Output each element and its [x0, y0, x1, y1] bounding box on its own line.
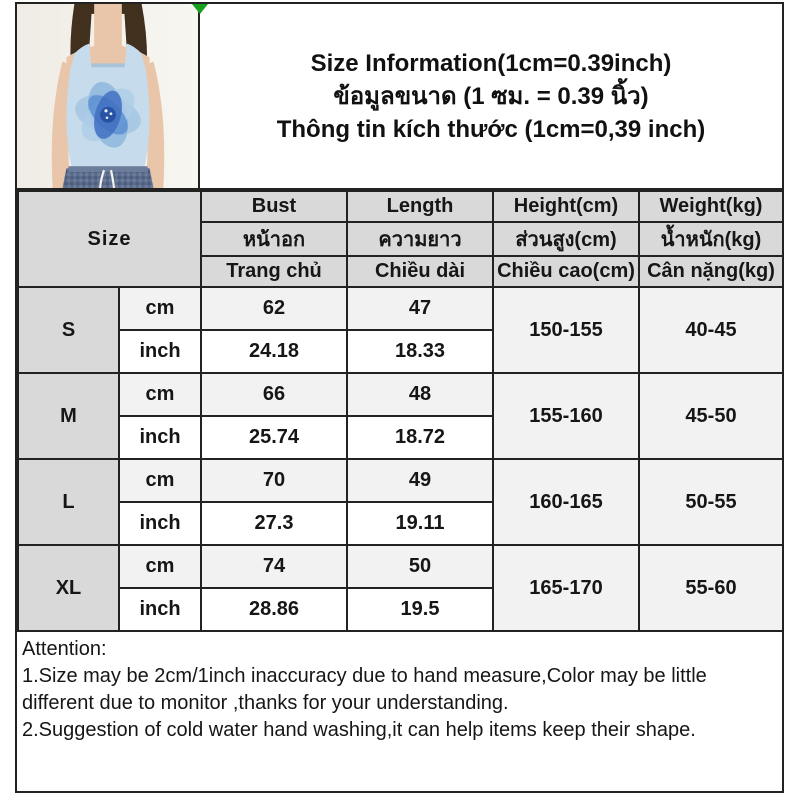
cell-xl-bust-cm: 74 — [200, 544, 348, 589]
header-section: Size Information(1cm=0.39inch) ข้อมูลขนา… — [17, 4, 782, 190]
unit-label: cm — [118, 544, 202, 589]
table-row-xl-cm: XL cm 74 50 165-170 55-60 — [17, 544, 784, 632]
cell-l-bust-inch: 27.3 — [200, 501, 348, 546]
attention-line-2: 2.Suggestion of cold water hand washing,… — [22, 719, 696, 741]
table-row-xl-inch: inch 28.86 19.5 — [18, 587, 783, 632]
attention-heading: Attention: — [22, 638, 107, 660]
cell-s-weight: 40-45 — [638, 286, 784, 374]
col-header-weight-th: น้ำหนัก(kg) — [638, 221, 784, 257]
col-header-length-vi: Chiều dài — [346, 255, 494, 288]
plaid-shorts — [62, 166, 154, 188]
size-label-l: L — [17, 458, 120, 546]
attention-line-1: 1.Size may be 2cm/1inch inaccuracy due t… — [22, 665, 707, 714]
table-header-row-th: หน้าอก ความยาว ส่วนสูง(cm) น้ำหนัก(kg) — [18, 221, 784, 257]
table-row-m-cm: M cm 66 48 155-160 45-50 — [17, 372, 784, 460]
cell-xl-bust-inch: 28.86 — [200, 587, 348, 632]
green-corner-marker — [192, 4, 208, 14]
unit-label: inch — [118, 587, 202, 632]
unit-label: cm — [118, 286, 202, 331]
cell-xl-weight: 55-60 — [638, 544, 784, 632]
table-header-row-en: Size Bust Length Height(cm) Weight(kg) — [17, 190, 784, 288]
col-header-length-en: Length — [346, 190, 494, 223]
size-label-xl: XL — [17, 544, 120, 632]
col-header-height-vi: Chiều cao(cm) — [492, 255, 640, 288]
cell-m-weight: 45-50 — [638, 372, 784, 460]
cell-l-bust-cm: 70 — [200, 458, 348, 503]
title-line-vietnamese: Thông tin kích thước (1cm=0,39 inch) — [276, 115, 706, 143]
col-header-weight-en: Weight(kg) — [638, 190, 784, 223]
cell-m-length-cm: 48 — [346, 372, 494, 417]
cell-s-height: 150-155 — [492, 286, 640, 374]
table-row-s-inch: inch 24.18 18.33 — [18, 329, 783, 374]
flower-print — [75, 81, 141, 148]
cell-m-height: 155-160 — [492, 372, 640, 460]
title-line-english: Size Information(1cm=0.39inch) — [310, 49, 672, 77]
table-header-row-vi: Trang chủ Chiều dài Chiều cao(cm) Cân nặ… — [18, 255, 784, 288]
col-header-bust-vi: Trang chủ — [200, 255, 348, 288]
table-row-s-cm: S cm 62 47 150-155 40-45 — [17, 286, 784, 374]
unit-label: cm — [118, 458, 202, 503]
size-label-s: S — [17, 286, 120, 374]
title-line-thai: ข้อมูลขนาด (1 ซม. = 0.39 นิ้ว) — [333, 82, 649, 110]
cell-m-bust-inch: 25.74 — [200, 415, 348, 460]
table-row-m-inch: inch 25.74 18.72 — [18, 415, 783, 460]
size-chart-sheet: Size Information(1cm=0.39inch) ข้อมูลขนา… — [15, 2, 784, 793]
product-photo — [17, 4, 200, 188]
size-label-m: M — [17, 372, 120, 460]
attention-section: Attention: 1.Size may be 2cm/1inch inacc… — [17, 632, 782, 791]
table-row-l-inch: inch 27.3 19.11 — [18, 501, 783, 546]
cell-xl-length-inch: 19.5 — [346, 587, 494, 632]
cell-m-length-inch: 18.72 — [346, 415, 494, 460]
col-header-weight-vi: Cân nặng(kg) — [638, 255, 784, 288]
col-header-bust-th: หน้าอก — [200, 221, 348, 257]
cell-l-weight: 50-55 — [638, 458, 784, 546]
col-header-length-th: ความยาว — [346, 221, 494, 257]
table-row-l-cm: L cm 70 49 160-165 50-55 — [17, 458, 784, 546]
cell-l-height: 160-165 — [492, 458, 640, 546]
cell-xl-height: 165-170 — [492, 544, 640, 632]
size-info-title: Size Information(1cm=0.39inch) ข้อมูลขนา… — [200, 4, 782, 188]
size-table: Size Bust Length Height(cm) Weight(kg) ห… — [17, 190, 784, 632]
col-header-height-en: Height(cm) — [492, 190, 640, 223]
unit-label: inch — [118, 501, 202, 546]
size-header-cell: Size — [17, 190, 202, 288]
unit-label: inch — [118, 329, 202, 374]
cell-s-length-cm: 47 — [346, 286, 494, 331]
col-header-height-th: ส่วนสูง(cm) — [492, 221, 640, 257]
cell-s-bust-cm: 62 — [200, 286, 348, 331]
cell-l-length-cm: 49 — [346, 458, 494, 503]
col-header-bust-en: Bust — [200, 190, 348, 223]
unit-label: inch — [118, 415, 202, 460]
cell-s-bust-inch: 24.18 — [200, 329, 348, 374]
cell-xl-length-cm: 50 — [346, 544, 494, 589]
unit-label: cm — [118, 372, 202, 417]
cell-s-length-inch: 18.33 — [346, 329, 494, 374]
cell-l-length-inch: 19.11 — [346, 501, 494, 546]
model-photo-illustration — [17, 4, 198, 188]
cell-m-bust-cm: 66 — [200, 372, 348, 417]
